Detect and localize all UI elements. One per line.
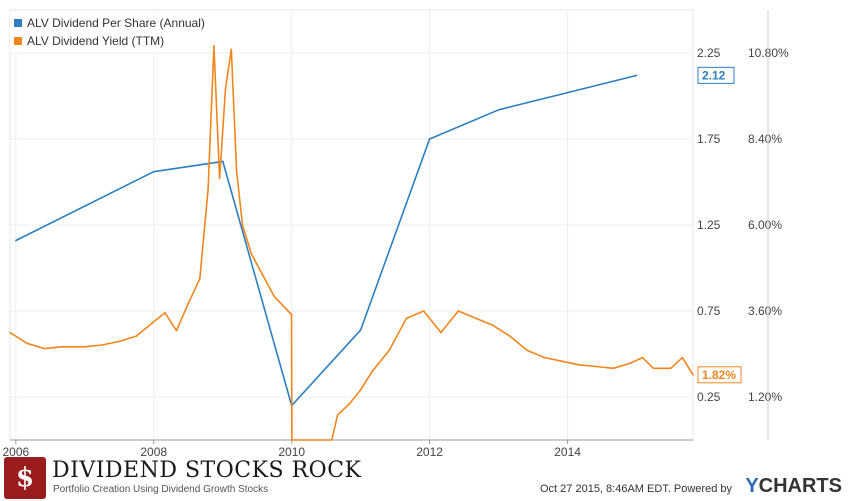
data-point-1 xyxy=(692,373,694,376)
data-point-1 xyxy=(9,331,11,334)
y-left-tick-label: 0.25 xyxy=(697,390,721,404)
data-point-1 xyxy=(213,45,215,47)
data-point-1 xyxy=(273,295,276,298)
data-point-0 xyxy=(359,329,362,331)
legend-swatch-yield xyxy=(14,37,22,45)
ycharts-logo-y: Y xyxy=(745,475,759,497)
last-value-box-0 xyxy=(697,66,735,84)
ycharts-logo-rest: CHARTS xyxy=(758,475,842,497)
data-point-1 xyxy=(218,177,221,180)
grid xyxy=(10,10,693,440)
data-point-1 xyxy=(652,367,655,370)
data-point-1 xyxy=(543,356,546,359)
data-point-1 xyxy=(187,303,189,305)
last-value-label-0: 2.12 xyxy=(702,68,726,82)
data-point-1 xyxy=(224,88,227,90)
data-point-1 xyxy=(290,313,293,316)
x-tick-label: 2014 xyxy=(554,445,581,459)
data-point-1 xyxy=(152,320,155,323)
data-point-1 xyxy=(83,346,86,348)
data-point-1 xyxy=(241,224,244,226)
data-point-1 xyxy=(336,414,339,416)
data-point-1 xyxy=(262,274,264,276)
data-point-1 xyxy=(457,310,460,312)
data-point-0 xyxy=(222,160,224,163)
x-tick-label: 2010 xyxy=(278,445,305,459)
data-point-1 xyxy=(207,188,209,190)
data-point-1 xyxy=(135,335,138,337)
legend-label-yield: ALV Dividend Yield (TTM) xyxy=(27,34,165,48)
data-point-0 xyxy=(152,170,155,173)
y-left-tick-label: 1.75 xyxy=(697,132,721,146)
data-point-0 xyxy=(635,74,638,77)
x-tick-label: 2008 xyxy=(140,445,167,459)
brand-logo-icon: $ xyxy=(4,457,46,499)
data-point-1 xyxy=(669,367,672,370)
x-tick-label: 2006 xyxy=(3,445,30,459)
data-point-1 xyxy=(526,349,529,352)
data-point-1 xyxy=(681,356,684,359)
legend-item-yield[interactable]: ALV Dividend Yield (TTM) xyxy=(14,32,205,50)
y-right-tick-label: 6.00% xyxy=(748,218,782,232)
value-labels: 2.12 1.82% xyxy=(697,66,742,384)
data-point-1 xyxy=(235,170,238,173)
x-tick-label: 2012 xyxy=(416,445,443,459)
data-point-1 xyxy=(612,367,615,370)
data-point-1 xyxy=(422,310,425,312)
ycharts-logo[interactable]: YCHARTS xyxy=(745,475,842,498)
last-value-box-1 xyxy=(697,366,742,384)
data-point-1 xyxy=(388,349,390,352)
data-point-1 xyxy=(175,329,178,332)
data-point-1 xyxy=(348,403,350,405)
data-point-1 xyxy=(440,331,442,334)
data-point-1 xyxy=(118,340,120,343)
data-point-1 xyxy=(26,342,28,345)
data-point-1 xyxy=(164,311,166,314)
data-point-1 xyxy=(43,347,46,350)
data-point-1 xyxy=(100,344,103,346)
y-left-tick-label: 1.25 xyxy=(697,218,721,232)
data-point-0 xyxy=(566,91,569,94)
data-point-1 xyxy=(330,439,333,441)
brand-name: DIVIDEND STOCKS ROCK xyxy=(52,458,362,483)
y-right-tick-label: 1.20% xyxy=(748,390,782,404)
timestamp: Oct 27 2015, 8:46AM EDT. Powered by xyxy=(540,483,732,495)
y-right-tick-label: 8.40% xyxy=(748,132,782,146)
data-point-1 xyxy=(492,324,494,327)
series xyxy=(9,44,694,441)
y-right-tick-label: 3.60% xyxy=(748,304,782,318)
data-point-1 xyxy=(577,363,580,366)
data-point-1 xyxy=(560,360,563,362)
data-point-1 xyxy=(359,389,362,391)
brand-tagline: Portfolio Creation Using Dividend Growth… xyxy=(53,484,269,495)
data-point-1 xyxy=(60,346,63,348)
data-point-1 xyxy=(641,356,644,359)
data-point-1 xyxy=(629,362,632,364)
y-right-tick-label: 10.80% xyxy=(748,46,789,60)
footer: $ DIVIDEND STOCKS ROCK Portfolio Creatio… xyxy=(0,455,850,501)
data-point-1 xyxy=(595,365,597,368)
data-point-1 xyxy=(250,252,253,255)
data-point-1 xyxy=(230,48,233,51)
y-left-tick-label: 0.75 xyxy=(697,304,721,318)
last-value-label-1: 1.82% xyxy=(702,368,736,382)
data-point-1 xyxy=(291,439,293,441)
data-point-1 xyxy=(370,371,373,373)
data-point-1 xyxy=(198,277,201,280)
legend-swatch-dps xyxy=(14,19,22,27)
axes: 2.25 10.80% 1.75 8.40% 1.25 6.00% 0.75 3.60% 0.2… xyxy=(3,10,789,459)
data-point-1 xyxy=(405,317,408,319)
legend-label-dps: ALV Dividend Per Share (Annual) xyxy=(27,16,205,30)
legend-item-dps[interactable]: ALV Dividend Per Share (Annual) xyxy=(14,14,205,32)
data-point-0 xyxy=(428,138,431,140)
legend: ALV Dividend Per Share (Annual) ALV Divi… xyxy=(10,12,209,52)
data-point-0 xyxy=(15,239,17,242)
series-line-1 xyxy=(9,44,694,441)
data-point-1 xyxy=(509,335,511,337)
data-point-1 xyxy=(474,317,477,319)
data-point-0 xyxy=(497,108,500,111)
y-left-tick-label: 2.25 xyxy=(697,46,721,60)
